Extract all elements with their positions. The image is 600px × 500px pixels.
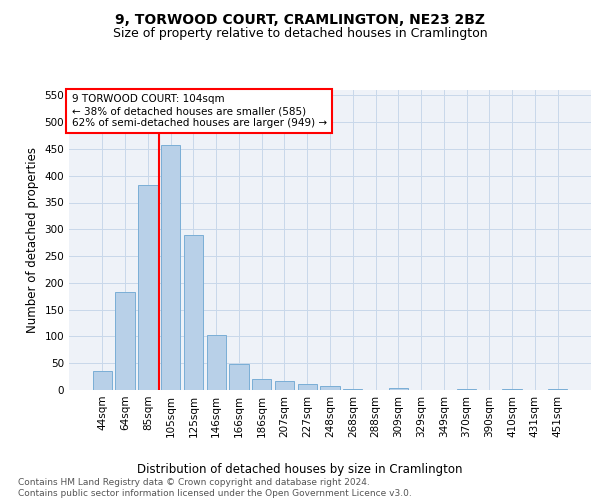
Bar [184, 235, 203, 390]
Bar [229, 364, 248, 390]
Text: 9 TORWOOD COURT: 104sqm
← 38% of detached houses are smaller (585)
62% of semi-d: 9 TORWOOD COURT: 104sqm ← 38% of detache… [71, 94, 327, 128]
Bar [275, 382, 294, 390]
Bar [457, 389, 476, 390]
Bar [298, 384, 317, 390]
Y-axis label: Number of detached properties: Number of detached properties [26, 147, 39, 333]
Bar [320, 386, 340, 390]
Bar [138, 185, 158, 390]
Text: Distribution of detached houses by size in Cramlington: Distribution of detached houses by size … [137, 462, 463, 475]
Bar [389, 388, 408, 390]
Text: Size of property relative to detached houses in Cramlington: Size of property relative to detached ho… [113, 28, 487, 40]
Bar [206, 335, 226, 390]
Text: 9, TORWOOD COURT, CRAMLINGTON, NE23 2BZ: 9, TORWOOD COURT, CRAMLINGTON, NE23 2BZ [115, 12, 485, 26]
Text: Contains HM Land Registry data © Crown copyright and database right 2024.
Contai: Contains HM Land Registry data © Crown c… [18, 478, 412, 498]
Bar [93, 371, 112, 390]
Bar [115, 292, 135, 390]
Bar [252, 380, 271, 390]
Bar [161, 145, 181, 390]
